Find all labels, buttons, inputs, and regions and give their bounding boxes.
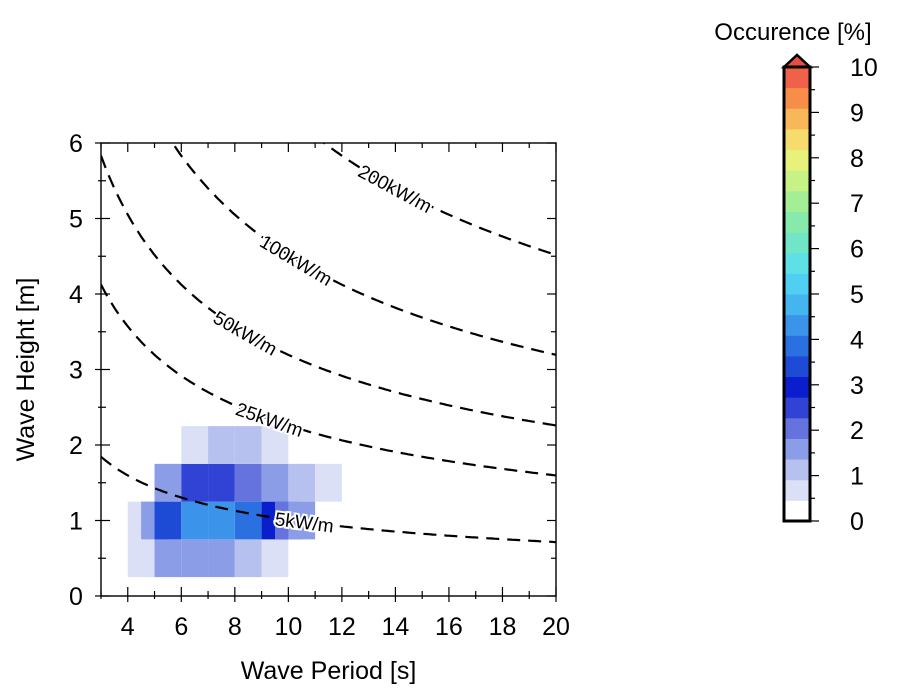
colorbar-segment [784, 294, 810, 316]
colorbar-segment [784, 417, 810, 439]
contour-label: 100kW/m [256, 232, 336, 291]
y-tick-label: 3 [69, 357, 83, 385]
heatmap-layer [127, 426, 342, 578]
colorbar-segment [784, 397, 810, 419]
colorbar-segment [784, 190, 810, 212]
y-tick-label: 2 [69, 432, 83, 460]
colorbar-segment [784, 87, 810, 109]
contour-line [101, 284, 556, 477]
heatmap-cell [208, 539, 235, 578]
colorbar-tick-label: 7 [850, 190, 864, 218]
heatmap-cell [181, 501, 209, 540]
heatmap-cell [315, 463, 342, 502]
colorbar-segment [784, 459, 810, 481]
colorbar-segment [784, 273, 810, 295]
colorbar-tick-label: 2 [850, 417, 864, 445]
contour-label: 50kW/m [209, 308, 280, 361]
colorbar-title: Occurence [%] [714, 19, 871, 46]
heatmap-cell [208, 426, 235, 464]
colorbar-segment [784, 211, 810, 233]
colorbar-segment [784, 170, 810, 192]
colorbar-segment [784, 314, 810, 336]
y-tick-label: 5 [69, 206, 83, 234]
colorbar-tick-label: 8 [850, 145, 864, 173]
colorbar-tick-label: 4 [850, 326, 864, 354]
y-axis-title: Wave Height [m] [12, 278, 40, 462]
x-tick-label: 16 [435, 613, 463, 641]
y-tick-label: 0 [69, 583, 83, 611]
colorbar-segment [784, 376, 810, 398]
colorbar-segment [784, 500, 810, 522]
y-tick-label: 6 [69, 130, 83, 158]
heatmap-cell [234, 539, 262, 578]
contour-line [101, 455, 556, 544]
contour-line [101, 155, 556, 427]
colorbar-segment [784, 108, 810, 130]
colorbar-segment [784, 128, 810, 151]
colorbar-segment [784, 479, 810, 501]
x-tick-label: 4 [121, 613, 135, 641]
colorbar-tick-label: 10 [850, 54, 878, 82]
x-tick-label: 10 [274, 613, 302, 641]
heatmap-cell [154, 501, 182, 540]
x-tick-label: 14 [382, 613, 410, 641]
y-tick-label: 1 [69, 508, 83, 536]
colorbar: 0 1 2 3 4 5 6 7 8 9 10 [780, 53, 878, 536]
colorbar-segment [784, 252, 810, 274]
heatmap-cell [234, 501, 262, 540]
y-tick-label: 4 [69, 281, 83, 309]
colorbar-segment [784, 149, 810, 171]
heatmap-cell [288, 463, 316, 502]
colorbar-tick-label: 0 [850, 508, 864, 536]
colorbar-segment [784, 67, 810, 89]
colorbar-tick-label: 3 [850, 372, 864, 400]
x-tick-label: 20 [542, 613, 570, 641]
colorbar-tick-label: 1 [850, 463, 864, 491]
heatmap-cell [234, 463, 262, 502]
heatmap-cell [261, 426, 289, 464]
heatmap-cell [261, 463, 289, 502]
x-axis-title: Wave Period [s] [241, 657, 417, 685]
contour-line [171, 143, 556, 356]
colorbar-segment [784, 232, 810, 254]
heatmap-cell [234, 426, 262, 464]
heatmap-cell [181, 463, 209, 502]
colorbar-segment [784, 438, 810, 460]
x-tick-label: 6 [174, 613, 188, 641]
contour-label: 200kW/m [354, 161, 435, 217]
heatmap-cell [181, 539, 209, 578]
colorbar-tick-label: 6 [850, 236, 864, 264]
x-tick-label: 8 [228, 613, 242, 641]
heatmap-cell [261, 539, 289, 578]
heatmap-cell [127, 539, 155, 578]
colorbar-segment [784, 335, 810, 357]
x-tick-label: 12 [328, 613, 356, 641]
contour-line [322, 143, 556, 256]
heatmap-cell [181, 426, 209, 464]
colorbar-extend-arrow [780, 53, 814, 69]
x-tick-label: 18 [489, 613, 517, 641]
heatmap-cell [154, 539, 182, 578]
colorbar-tick-label: 5 [850, 281, 864, 309]
colorbar-tick-label: 9 [850, 99, 864, 127]
colorbar-segment [784, 355, 810, 378]
heatmap-cell [208, 463, 235, 502]
